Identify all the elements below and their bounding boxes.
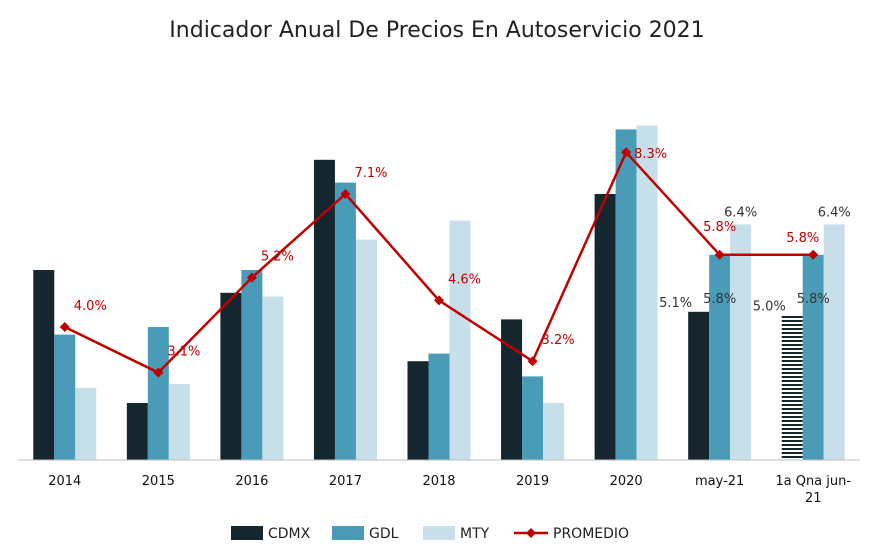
legend-label-gdl: GDL: [369, 526, 399, 542]
bar-mty-1: [168, 384, 190, 460]
bar-cdmx-6: [594, 194, 616, 460]
bar-cdmx-3: [313, 159, 335, 461]
legend-label-mty: MTY: [460, 526, 490, 542]
bar-cdmx-0: [33, 270, 55, 460]
bar-cdmx-2: [220, 292, 242, 460]
promedio-marker-3: [340, 189, 351, 199]
promedio-marker-7: [714, 249, 725, 260]
bar-cdmx-7: [688, 311, 710, 460]
bar-mty-6: [636, 125, 658, 460]
x-tick-label: 2014: [48, 474, 81, 489]
legend-label-cdmx: CDMX: [268, 526, 311, 542]
x-tick-label: 2015: [142, 474, 175, 489]
bar-mty-2: [262, 296, 284, 460]
promedio-label-3: 7.1%: [354, 166, 387, 181]
bar-mty-5: [543, 403, 565, 460]
legend-swatch-gdl: [332, 526, 364, 540]
legend-swatch-cdmx: [231, 526, 263, 540]
bar-label-8-2: 6.4%: [818, 205, 851, 220]
bar-cdmx-8: [781, 315, 803, 460]
x-tick-label: 2018: [422, 474, 455, 489]
x-tick-label: 2016: [235, 474, 268, 489]
x-tick-label: 2017: [329, 474, 362, 489]
x-tick-label: 2019: [516, 474, 549, 489]
bar-cdmx-5: [501, 319, 523, 460]
bar-gdl-6: [615, 129, 637, 460]
promedio-marker-0: [59, 322, 70, 332]
legend: CDMX GDL MTY PROMEDIO: [231, 526, 629, 542]
bar-label-7-2: 6.4%: [724, 205, 757, 220]
bar-mty-4: [449, 220, 471, 460]
bar-gdl-3: [334, 182, 356, 460]
x-tick-label: 1a Qna jun-21: [775, 474, 851, 506]
bar-label-8-1: 5.8%: [797, 292, 830, 307]
promedio-label-5: 3.2%: [542, 333, 575, 348]
bar-gdl-1: [147, 327, 169, 460]
bars-layer: [33, 125, 845, 461]
promedio-label-7: 5.8%: [703, 220, 736, 235]
x-tick-label: 2020: [610, 474, 643, 489]
bar-mty-0: [75, 387, 97, 460]
legend-label-promedio: PROMEDIO: [553, 526, 629, 542]
bar-gdl-7: [709, 254, 731, 460]
promedio-marker-8: [808, 249, 819, 260]
bar-gdl-8: [802, 254, 824, 460]
data-labels-layer: 4.0% 3.1% 5.2% 7.1% 4.6% 3.2% 8.3% 5.8% 5.8% 5.1%…: [74, 147, 851, 359]
bar-gdl-4: [428, 353, 450, 460]
bar-label-7-0: 5.1%: [659, 296, 692, 311]
promedio-marker-5: [527, 356, 538, 367]
bar-cdmx-1: [126, 403, 148, 460]
promedio-line-layer: [59, 147, 819, 378]
bar-gdl-2: [241, 270, 263, 460]
promedio-label-8: 5.8%: [786, 231, 819, 246]
bar-cdmx-4: [407, 361, 429, 460]
promedio-marker-6: [621, 147, 632, 158]
promedio-label-4: 4.6%: [448, 272, 481, 287]
bar-gdl-5: [522, 376, 544, 460]
bar-gdl-0: [54, 334, 76, 460]
promedio-label-0: 4.0%: [74, 299, 107, 314]
promedio-label-6: 8.3%: [634, 147, 667, 162]
promedio-label-1: 3.1%: [167, 345, 200, 360]
promedio-label-2: 5.2%: [261, 250, 294, 265]
promedio-marker-4: [434, 295, 444, 306]
bar-mty-3: [355, 239, 377, 460]
bar-mty-8: [823, 224, 845, 460]
bar-mty-7: [730, 224, 752, 460]
legend-marker-promedio: [526, 528, 536, 538]
x-tick-label: may-21: [695, 474, 744, 489]
chart-title: Indicador Anual De Precios En Autoservic…: [169, 18, 704, 43]
bar-label-8-0: 5.0%: [753, 300, 786, 315]
legend-swatch-mty: [423, 526, 455, 540]
promedio-marker-2: [246, 272, 257, 283]
promedio-marker-1: [153, 367, 164, 378]
x-tick-labels: 2014 2015 2016 2017 2018 2019 2020 may-21 1a Qna…: [48, 474, 851, 506]
bar-label-7-1: 5.8%: [703, 292, 736, 307]
